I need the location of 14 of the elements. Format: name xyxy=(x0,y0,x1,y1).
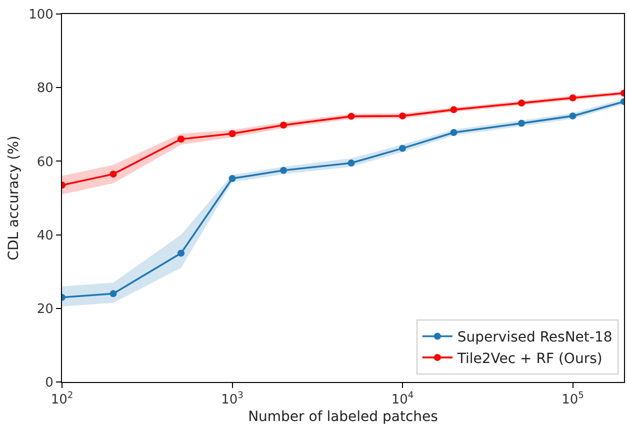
x-tick-label: 10$^{3}$ xyxy=(221,391,244,408)
y-tick-label: 60 xyxy=(36,154,54,170)
x-tick-label: 10$^{2}$ xyxy=(50,391,74,408)
legend-label: Supervised ResNet-18 xyxy=(457,330,612,346)
x-tick-label: 10$^{5}$ xyxy=(562,391,584,408)
y-tick-label: 100 xyxy=(28,8,54,23)
y-tick-label: 20 xyxy=(36,302,54,317)
y-axis-title: CDL accuracy (%) xyxy=(6,136,22,260)
y-tick-label: 80 xyxy=(36,81,54,96)
y-tick-label: 0 xyxy=(45,376,54,391)
x-tick-label: 10$^{4}$ xyxy=(391,391,414,408)
x-axis-title: Number of labeled patches xyxy=(248,408,438,425)
legend-label: Tile2Vec + RF (Ours) xyxy=(456,350,602,367)
y-tick-label: 40 xyxy=(36,228,54,244)
